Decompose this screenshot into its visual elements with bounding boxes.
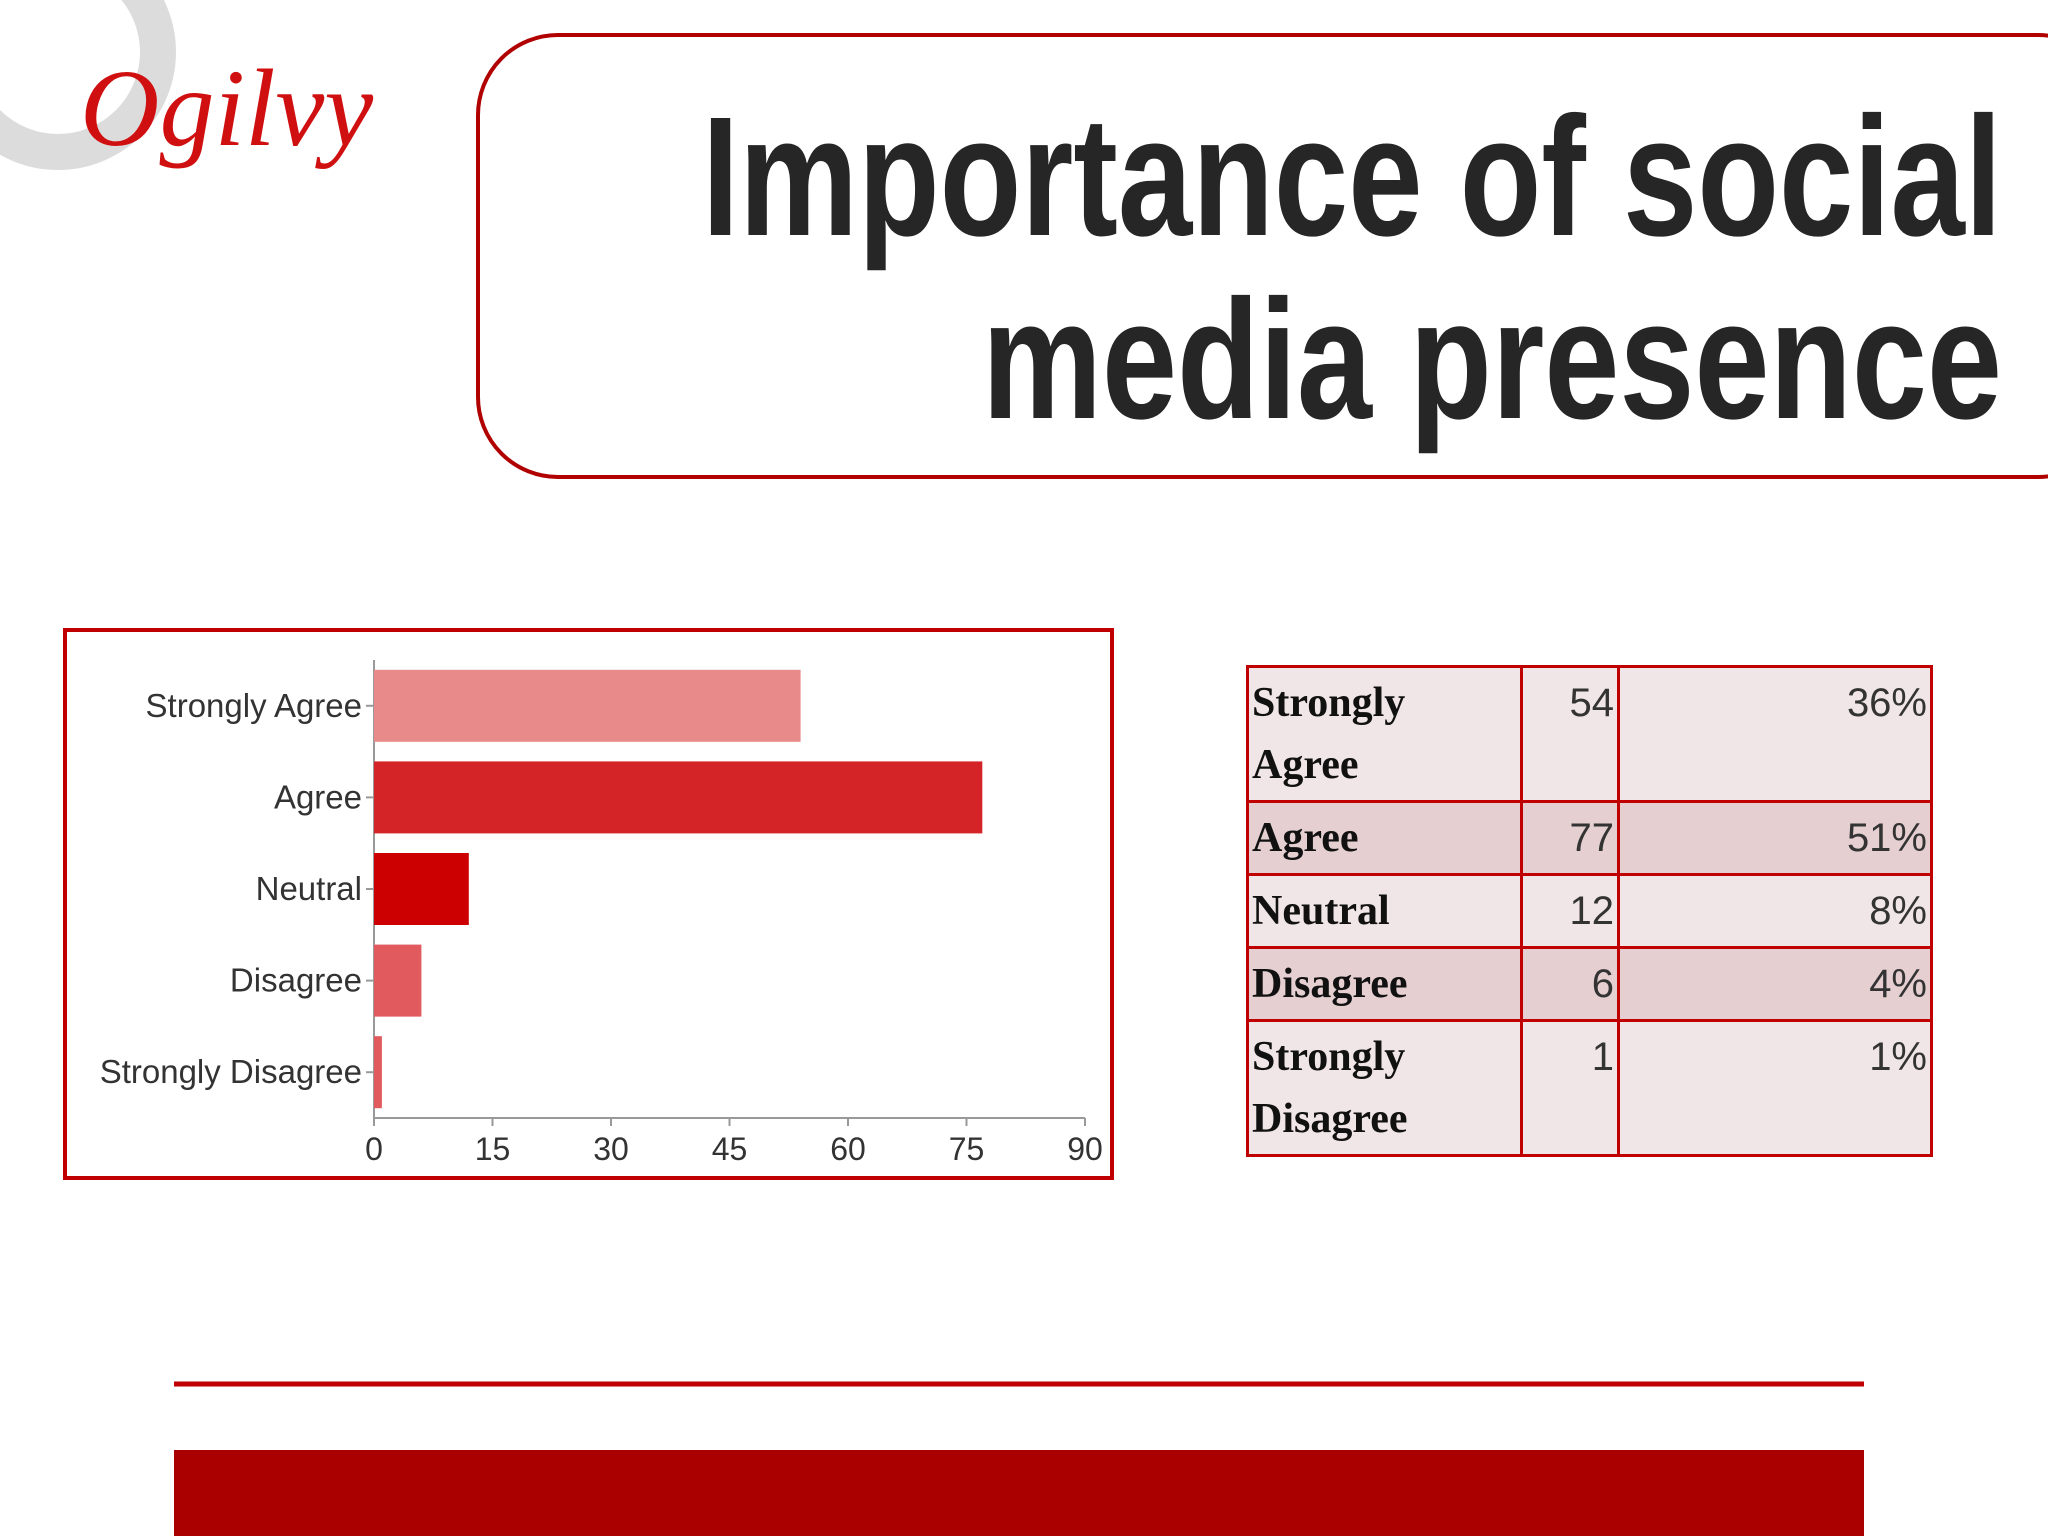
table-cell: Strongly Disagree: [1246, 1019, 1523, 1157]
table-cell: 4%: [1617, 946, 1933, 1022]
table-cell: 1%: [1617, 1019, 1933, 1157]
table-cell: 77: [1520, 800, 1620, 876]
table-row: Strongly Disagree 1 1%: [1246, 1019, 1933, 1157]
table-cell: 6: [1520, 946, 1620, 1022]
footer-bar: [174, 1450, 1864, 1536]
x-tick-label: 60: [830, 1131, 866, 1167]
x-tick-label: 45: [712, 1131, 748, 1167]
logo-ring: [0, 0, 176, 170]
table-cell: 54: [1520, 665, 1620, 803]
table-cell: 1: [1520, 1019, 1620, 1157]
table-cell: Strongly Agree: [1246, 665, 1523, 803]
y-tick-label: Strongly Agree: [146, 687, 362, 724]
table-cell: Agree: [1246, 800, 1523, 876]
table-row: Strongly Agree 54 36%: [1246, 665, 1933, 803]
data-table: Strongly Agree 54 36% Agree 77 51% Neutral 12 8%…: [1246, 665, 1933, 1157]
y-tick-label: Strongly Disagree: [100, 1053, 362, 1090]
table-row: Neutral 12 8%: [1246, 873, 1933, 949]
x-tick-label: 90: [1067, 1131, 1103, 1167]
x-tick-label: 0: [365, 1131, 383, 1167]
title-line: media presence: [982, 265, 2002, 455]
x-tick-label: 75: [949, 1131, 985, 1167]
y-tick-label: Neutral: [256, 870, 362, 907]
bar: [374, 1036, 382, 1109]
table-cell: 8%: [1617, 873, 1933, 949]
y-tick-label: Agree: [274, 778, 362, 815]
table-cell: Neutral: [1246, 873, 1523, 949]
table-row: Agree 77 51%: [1246, 800, 1933, 876]
table-cell: 12: [1520, 873, 1620, 949]
bar: [374, 944, 422, 1017]
bar: [374, 761, 983, 834]
table-cell: Disagree: [1246, 946, 1523, 1022]
table-cell: 51%: [1617, 800, 1933, 876]
y-tick-label: Disagree: [230, 962, 362, 999]
title-line: Importance of social: [702, 82, 2002, 272]
table-cell: 36%: [1617, 665, 1933, 803]
table-row: Disagree 6 4%: [1246, 946, 1933, 1022]
logo: Ogilvy: [80, 47, 373, 169]
chart: 0 15 30 45 60 75 90 Strongly Agree Agree Neutral D…: [100, 660, 1103, 1167]
bar: [374, 669, 801, 742]
x-tick-label: 30: [593, 1131, 629, 1167]
x-tick-label: 15: [475, 1131, 511, 1167]
bar: [374, 853, 469, 925]
title-box: [476, 33, 2048, 479]
